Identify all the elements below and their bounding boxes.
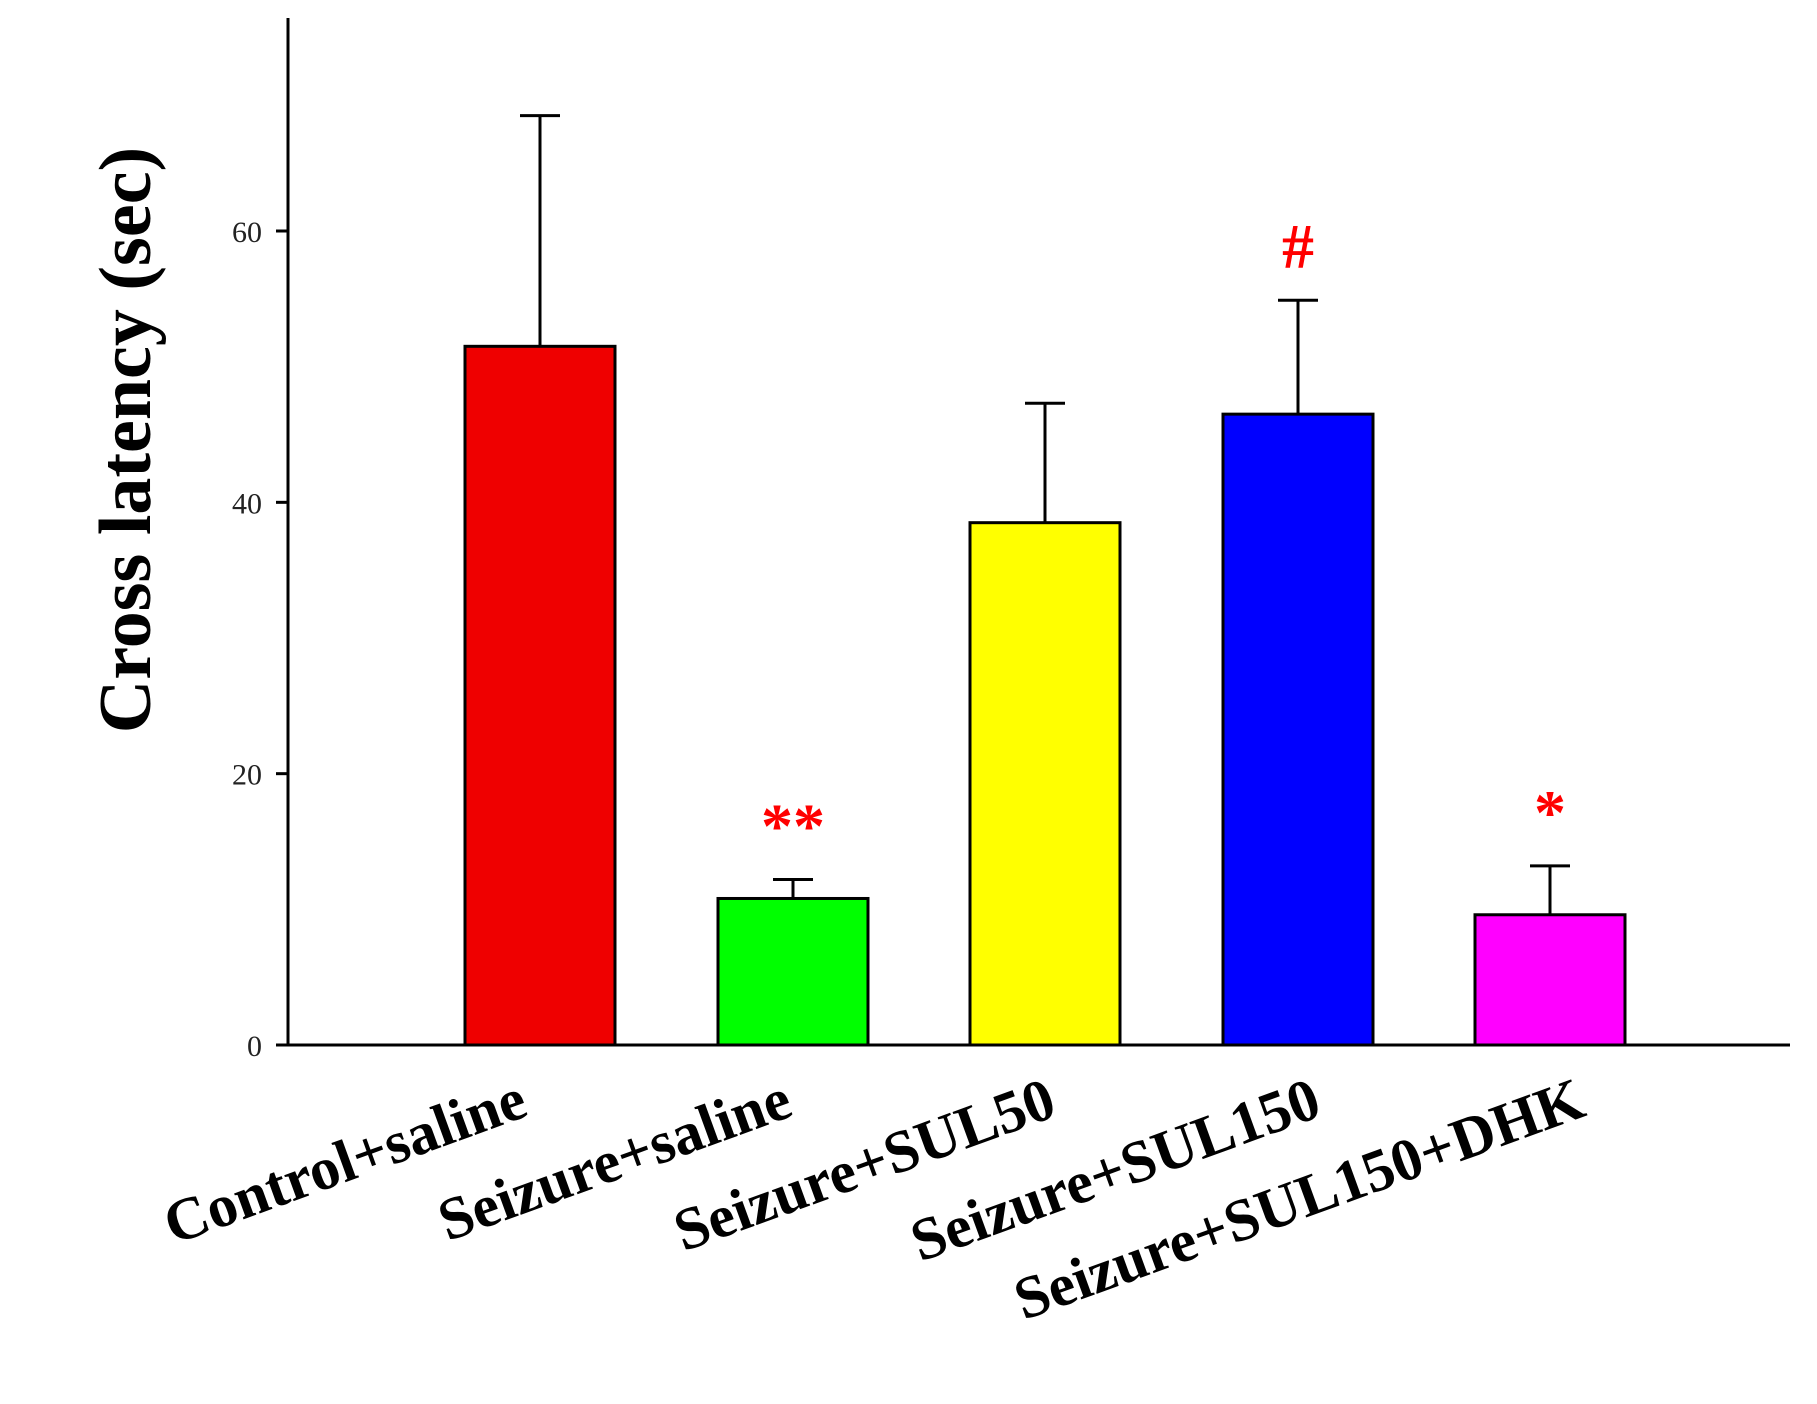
y-axis-label: Cross latency (sec) (85, 147, 167, 733)
bar (1473, 913, 1627, 1047)
y-tick-label: 60 (232, 216, 262, 249)
y-tick-label: 0 (247, 1030, 262, 1063)
y-tick-label: 40 (232, 487, 262, 520)
bar (463, 344, 617, 1047)
significance-annotation: ** (761, 790, 825, 861)
significance-annotation: * (1534, 777, 1566, 848)
significance-annotation: # (1282, 211, 1314, 282)
bar (716, 896, 870, 1047)
bar (1221, 412, 1375, 1047)
y-tick-label: 20 (232, 759, 262, 792)
bar (968, 521, 1122, 1047)
